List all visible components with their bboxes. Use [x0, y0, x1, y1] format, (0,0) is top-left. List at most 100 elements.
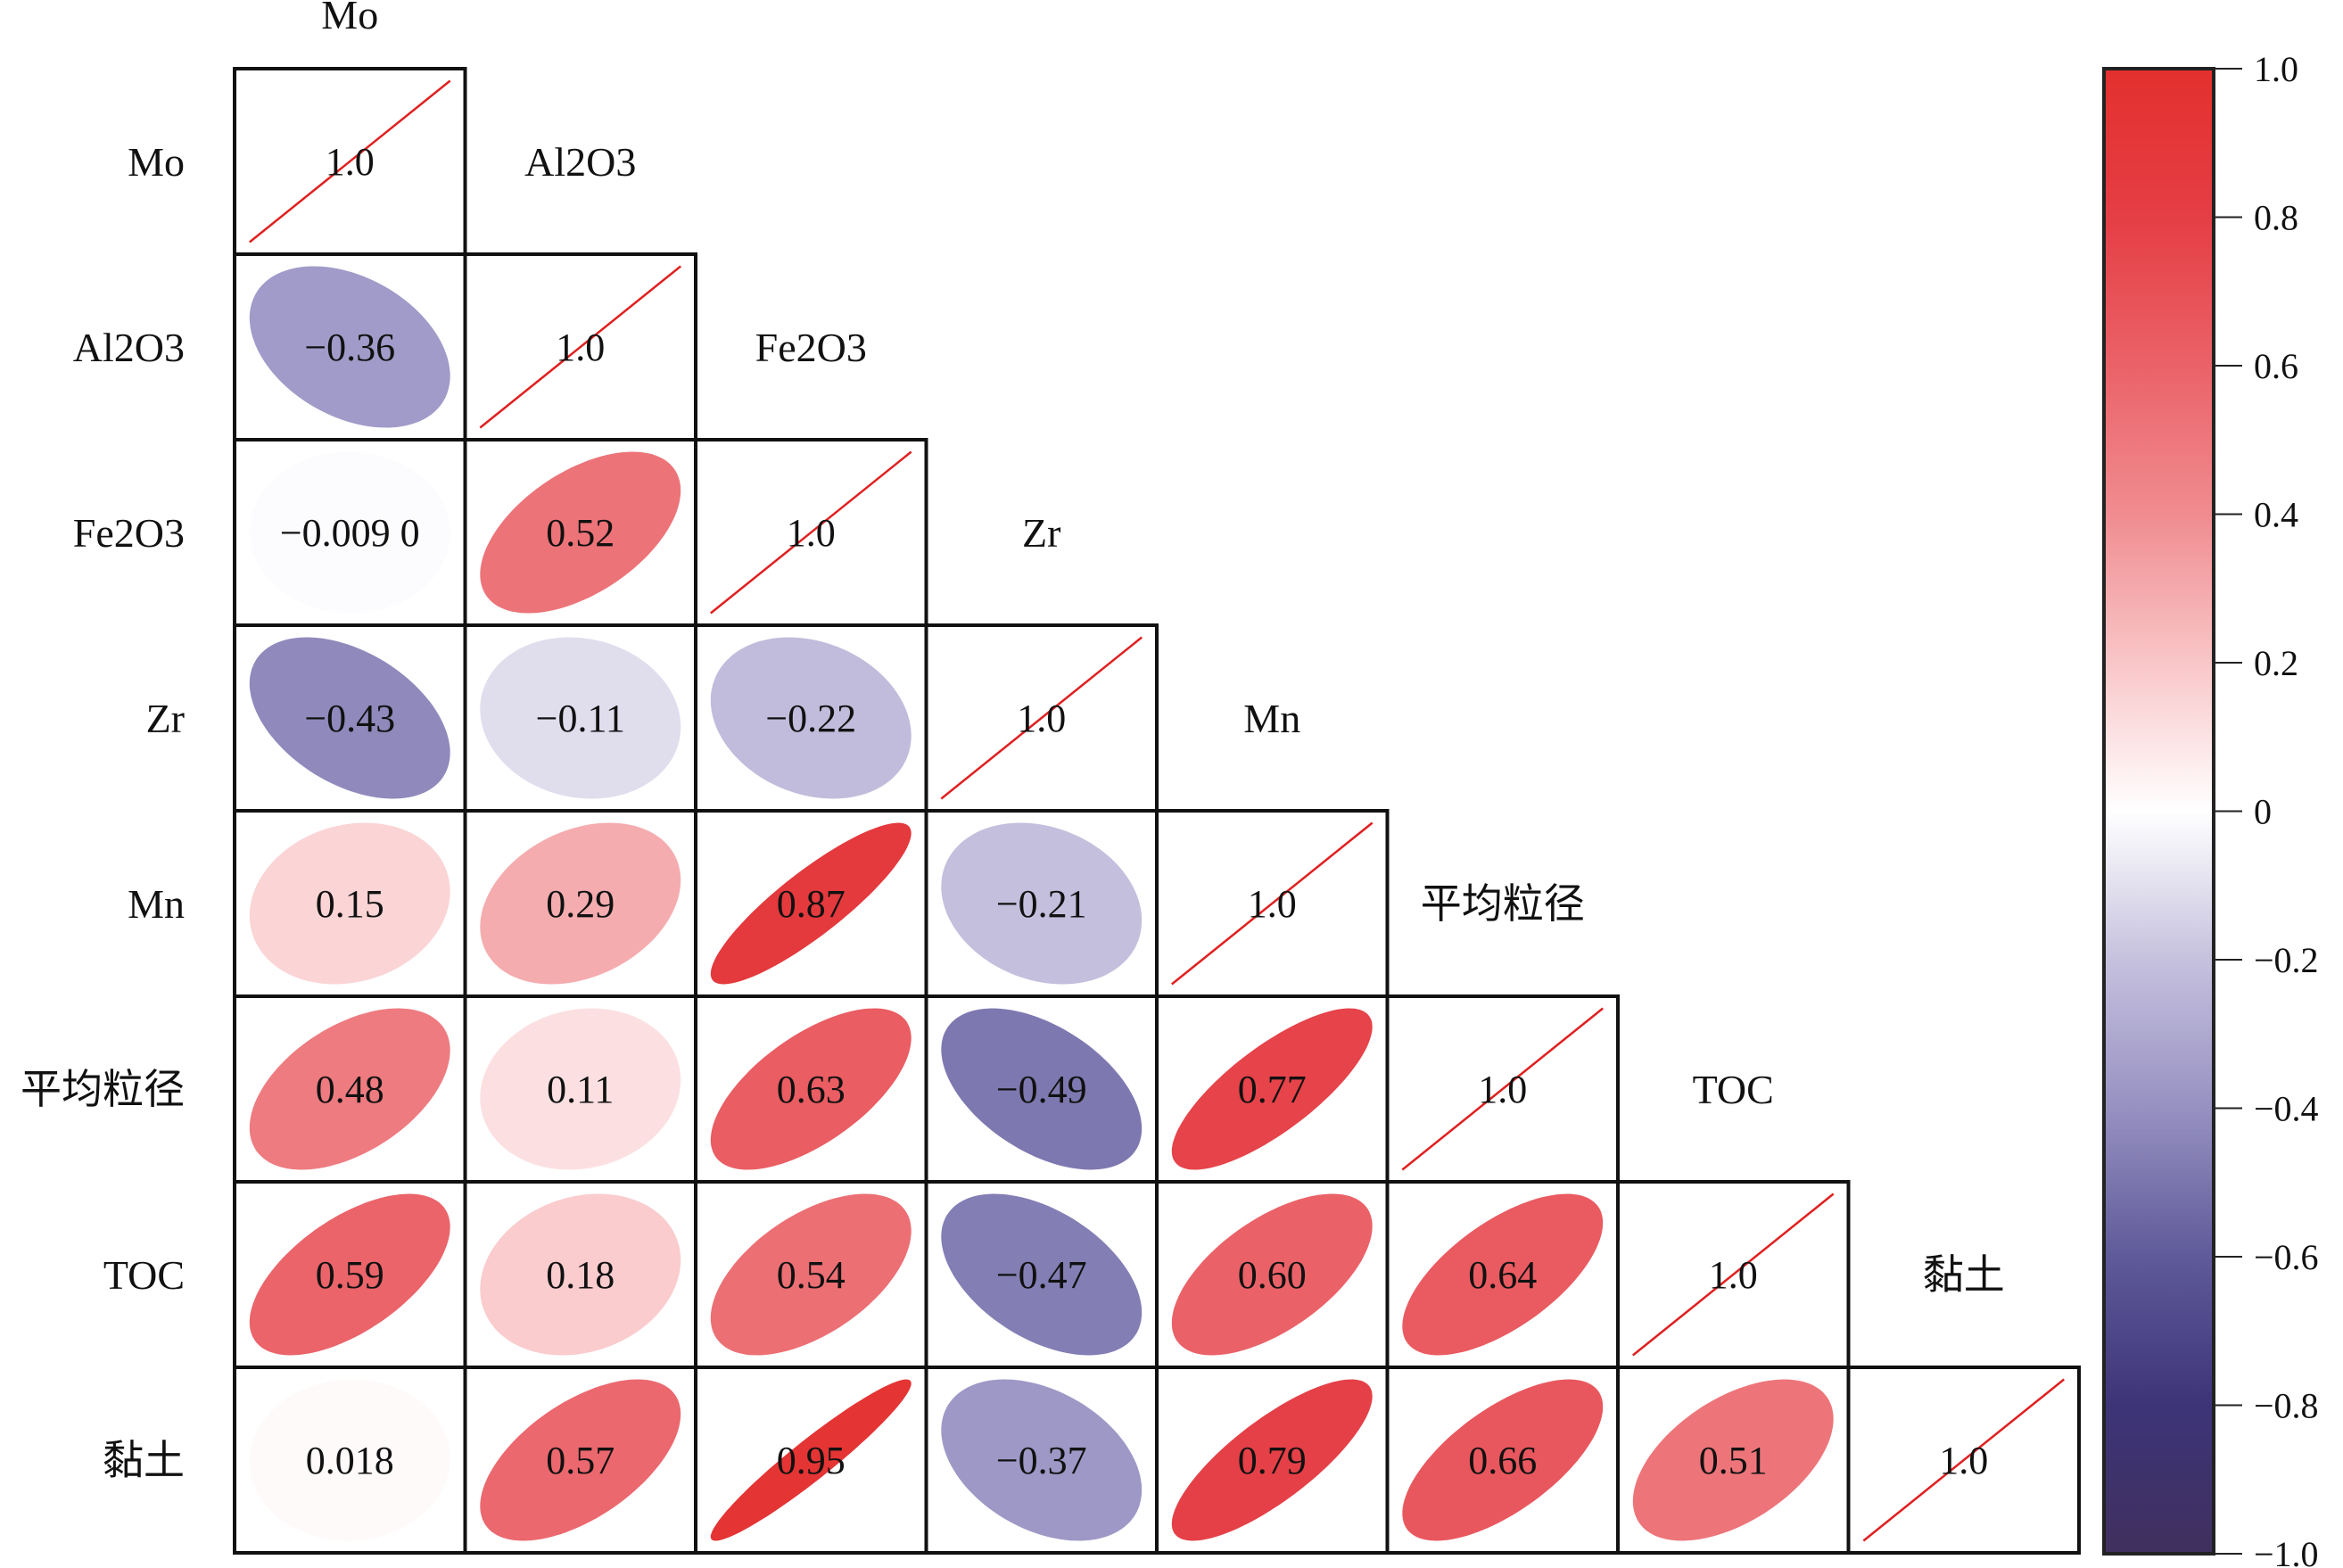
cell-TOC-平均粒径: 0.64: [1402, 1193, 1604, 1356]
row-label: Zr: [146, 696, 185, 741]
column-label: Mn: [1243, 696, 1300, 741]
cell-Mn-Al2O3: 0.29: [480, 822, 681, 985]
correlation-ellipse: [710, 637, 912, 799]
row-label: 平均粒径: [21, 1067, 185, 1112]
correlation-ellipse: [941, 1379, 1143, 1541]
cell-Mn-Mn: 1.0: [1171, 821, 1374, 986]
column-label: Zr: [1022, 510, 1060, 556]
cell-border: [1846, 1366, 2081, 1555]
correlation-ellipse: [710, 1193, 912, 1356]
value-label: 0.54: [777, 1253, 846, 1297]
correlation-ellipse: [249, 266, 450, 428]
diagonal-line: [1401, 1007, 1604, 1171]
correlation-ellipse: [480, 1008, 681, 1170]
cell-TOC-Fe2O3: 0.54: [710, 1193, 912, 1356]
column-label: Al2O3: [524, 139, 636, 185]
row-label: Al2O3: [73, 325, 185, 370]
value-label: 1.0: [1478, 1068, 1527, 1111]
cell-Zr-Fe2O3: −0.22: [710, 637, 912, 799]
value-label: 1.0: [1017, 697, 1066, 740]
correlation-ellipse: [1171, 1379, 1373, 1541]
cell-TOC-Mo: 0.59: [249, 1193, 450, 1356]
cell-平均粒径-Mn: 0.77: [1171, 1008, 1373, 1170]
correlation-ellipse: [710, 1379, 912, 1541]
correlation-ellipse: [249, 451, 450, 614]
value-label: 1.0: [326, 140, 375, 184]
value-label: 0.79: [1238, 1439, 1307, 1482]
cell-TOC-TOC: 1.0: [1632, 1193, 1835, 1357]
correlation-ellipse: [1402, 1193, 1604, 1356]
correlation-ellipse: [249, 1008, 450, 1170]
value-label: 0.66: [1468, 1439, 1537, 1482]
cell-黏土-Mo: 0.018: [249, 1379, 450, 1541]
value-label: 0.59: [316, 1253, 384, 1297]
cell-Mn-Mo: 0.15: [249, 822, 450, 985]
value-label: 0.57: [546, 1439, 615, 1482]
colorbar-gradient: [2102, 67, 2215, 1556]
value-label: 0.77: [1238, 1068, 1307, 1111]
column-label: 平均粒径: [1421, 881, 1585, 927]
value-label: −0.21: [996, 882, 1087, 926]
value-label: −0.009 0: [280, 511, 420, 555]
correlation-ellipse: [710, 822, 912, 985]
value-label: −0.43: [304, 697, 395, 740]
cell-Mn-Zr: −0.21: [941, 822, 1143, 985]
cell-平均粒径-Zr: −0.49: [941, 1008, 1143, 1170]
correlation-matrix: 1.0 −0.36 1.0 −0.009 0 0.52 1.0 −0.43 −0.11 −0.2…: [233, 67, 2081, 1555]
row-label: Mn: [128, 881, 185, 927]
colorbar-tick-label: −1.0: [2254, 1534, 2319, 1568]
correlation-ellipse: [941, 1008, 1143, 1170]
correlation-ellipse: [249, 1379, 450, 1541]
value-label: 1.0: [1939, 1439, 1988, 1482]
correlation-ellipse: [249, 1193, 450, 1356]
value-label: 1.0: [787, 511, 836, 555]
cell-Fe2O3-Fe2O3: 1.0: [710, 450, 912, 615]
cell-黏土-Fe2O3: 0.95: [710, 1379, 912, 1541]
row-label: 黏土: [103, 1438, 185, 1483]
value-label: 0.018: [306, 1439, 394, 1482]
row-label: Fe2O3: [73, 510, 185, 556]
cell-TOC-Zr: −0.47: [941, 1193, 1143, 1356]
variable-labels: MoMoAl2O3Al2O3Fe2O3Fe2O3ZrZrMnMn平均粒径平均粒径…: [21, 0, 2005, 1483]
value-label: 1.0: [1248, 882, 1297, 926]
colorbar-tick-label: 0.8: [2254, 198, 2298, 238]
cell-Zr-Al2O3: −0.11: [480, 637, 681, 799]
value-label: −0.37: [996, 1439, 1087, 1482]
colorbar-tick-label: 1.0: [2254, 49, 2298, 89]
cell-黏土-Mn: 0.79: [1171, 1379, 1373, 1541]
cell-Fe2O3-Mo: −0.009 0: [249, 451, 450, 614]
column-label: Mo: [321, 0, 378, 37]
diagonal-line: [1171, 821, 1374, 986]
value-label: −0.49: [996, 1068, 1087, 1111]
row-label: Mo: [128, 139, 185, 185]
correlation-ellipse: [480, 822, 681, 985]
cell-黏土-Zr: −0.37: [941, 1379, 1143, 1541]
cell-Al2O3-Mo: −0.36: [249, 266, 450, 428]
value-label: 1.0: [1709, 1253, 1758, 1297]
diagonal-line: [940, 636, 1143, 800]
diagonal-line: [1632, 1193, 1835, 1357]
value-label: 0.48: [316, 1068, 384, 1111]
value-label: 0.15: [316, 882, 384, 926]
colorbar-tick-label: 0.2: [2254, 643, 2298, 683]
value-label: −0.22: [765, 697, 856, 740]
cell-平均粒径-Fe2O3: 0.63: [710, 1008, 912, 1170]
correlation-ellipse: [941, 1193, 1143, 1356]
colorbar-tick-label: −0.6: [2254, 1237, 2319, 1277]
cell-Al2O3-Al2O3: 1.0: [479, 265, 681, 429]
row-label: TOC: [103, 1252, 185, 1298]
cell-TOC-Mn: 0.60: [1171, 1193, 1373, 1356]
colorbar-tick-label: 0: [2254, 792, 2272, 832]
value-label: −0.11: [536, 697, 625, 740]
column-label: 黏土: [1923, 1252, 2005, 1298]
correlation-ellipse: [710, 1008, 912, 1170]
value-label: 0.51: [1699, 1439, 1768, 1482]
colorbar-tick-label: −0.2: [2254, 940, 2319, 980]
value-label: 0.29: [546, 882, 615, 926]
cell-黏土-黏土: 1.0: [1862, 1378, 2065, 1542]
diagonal-line: [1862, 1378, 2065, 1542]
diagonal-line: [249, 79, 451, 243]
cell-Mn-Fe2O3: 0.87: [710, 822, 912, 985]
cell-黏土-Al2O3: 0.57: [480, 1379, 681, 1541]
cell-Mo-Mo: 1.0: [249, 79, 451, 243]
